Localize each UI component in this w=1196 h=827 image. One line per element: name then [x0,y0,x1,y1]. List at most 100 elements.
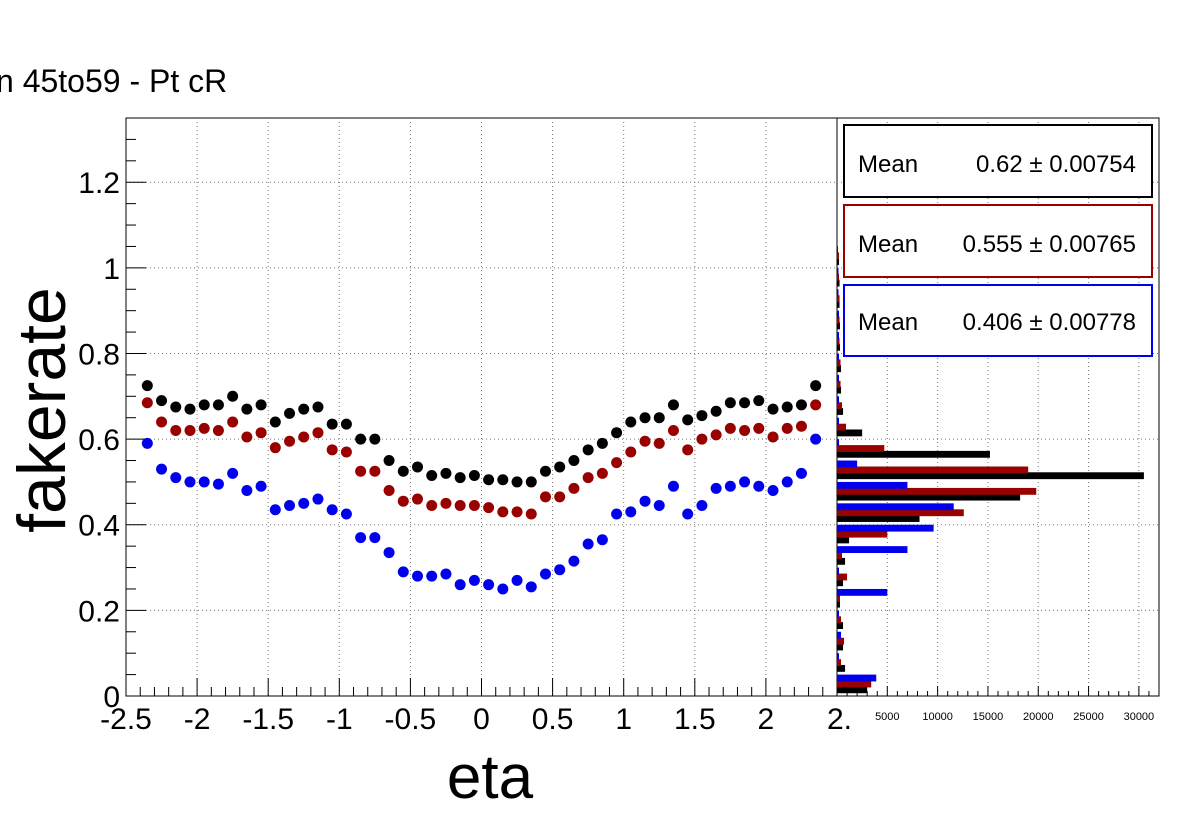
data-point [682,508,694,520]
data-point [582,444,594,456]
data-point [312,493,324,505]
data-point [511,506,523,518]
data-point [568,555,580,567]
data-point [639,412,651,424]
data-point [227,416,239,428]
y-tick-label: 0 [103,681,120,714]
y-tick-label: 0.4 [78,510,120,543]
data-point [696,410,708,422]
data-point [369,465,381,477]
main-plot-axes: -2.5 -2 -1.5 -1 -0.5 0 0.5 1 1.5 2 2. 0 0.2 0.4 0.6 0.8… [78,138,852,736]
data-point [554,491,566,503]
data-point [611,427,623,439]
histogram-bar [837,289,839,297]
y-tick-label: 1 [103,253,120,286]
data-point [269,442,281,454]
data-point [568,482,580,494]
data-point [184,403,196,415]
histogram-bar [837,466,1029,474]
histogram-bar [837,279,840,287]
x-tick-label: 2 [758,703,775,736]
data-point [611,457,623,469]
histogram-bar [837,460,858,468]
histogram-bar [837,515,920,522]
data-point [810,433,822,445]
data-point [596,467,608,479]
data-point [269,416,281,428]
histogram-bar [837,316,840,324]
x-tick-label: -2.5 [100,703,152,736]
data-point [710,405,722,417]
data-point [781,422,793,434]
data-point [810,399,822,411]
canvas-title: n 45to59 - Pt cR [0,63,227,99]
data-point [412,570,424,582]
data-point [397,566,409,578]
data-point [539,491,551,503]
x-tick-label: -2 [184,703,211,736]
histogram-bar [837,252,840,260]
histogram-bar [837,310,840,318]
data-point [326,504,338,516]
data-point [355,465,367,477]
data-point [497,474,509,486]
histogram-bar [837,557,846,565]
data-point [767,431,779,443]
data-point [468,499,480,511]
data-point [284,407,296,419]
data-point [525,508,537,520]
data-point [397,495,409,507]
data-point [667,480,679,492]
data-point [340,508,352,520]
data-point [724,397,736,409]
side-x-tick-label: 25000 [1073,711,1104,723]
data-point [312,401,324,413]
stats-value-2: 0.555 ± 0.00765 [963,231,1136,258]
data-point [810,380,822,392]
series-2-points [141,397,822,520]
data-point [284,435,296,447]
y-axis-label: fakerate [4,287,80,533]
data-point [739,397,751,409]
data-point [682,414,694,426]
data-point [198,399,210,411]
histogram-bar [837,552,843,559]
histogram-bar [837,408,844,415]
histogram-bar [837,686,868,694]
histogram-bar [837,472,1144,480]
histogram-bar [837,610,840,618]
histogram-bar [837,417,840,425]
histogram-bar [837,573,848,581]
stats-label-1: Mean [858,151,918,178]
data-point [369,433,381,445]
histogram-bar [837,664,846,672]
data-point [724,480,736,492]
data-point [653,412,665,424]
data-point [753,480,765,492]
data-point [255,399,267,411]
side-plot-axes: 5000 10000 15000 20000 25000 30000 [846,686,1154,723]
histogram-bar [837,616,842,624]
data-point [184,425,196,437]
data-point [653,499,665,511]
data-point [667,425,679,437]
data-point [412,461,424,473]
data-point [781,401,793,413]
data-point [426,470,438,482]
data-point [383,455,395,467]
data-point [739,476,751,488]
stats-box-2: Mean 0.555 ± 0.00765 [843,204,1153,278]
data-point [156,463,168,475]
histogram-bar [837,343,841,351]
histogram-bar [837,273,840,281]
data-point [554,564,566,576]
data-point [596,534,608,546]
data-point [312,427,324,439]
data-point [156,416,168,428]
x-tick-label: -0.5 [385,703,437,736]
data-point [440,497,452,509]
stats-label-3: Mean [858,309,918,336]
histogram-bar [837,653,840,661]
